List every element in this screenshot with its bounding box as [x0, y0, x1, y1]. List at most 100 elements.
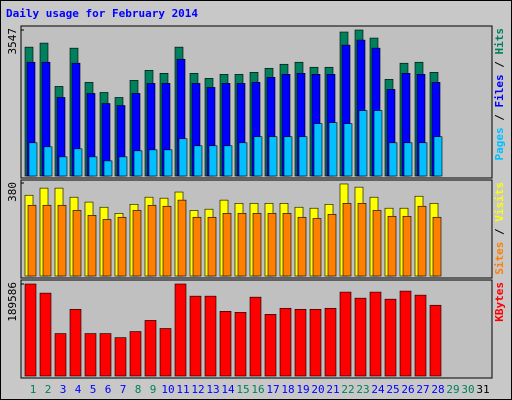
bar	[399, 290, 412, 377]
bar	[102, 219, 112, 277]
bar	[358, 110, 368, 177]
x-tick-label: 9	[150, 383, 157, 396]
bar	[103, 160, 113, 177]
bar	[267, 213, 277, 277]
x-tick-label: 26	[401, 383, 414, 396]
bar	[159, 328, 172, 377]
bar	[117, 216, 127, 277]
bar	[72, 210, 82, 277]
legend: Pages / Files / Hits	[493, 28, 506, 161]
x-tick-label: 18	[281, 383, 294, 396]
x-tick-label: 12	[191, 383, 204, 396]
legend-entry: Visits	[493, 182, 506, 222]
bar	[87, 215, 97, 277]
x-tick-label: 14	[221, 383, 235, 396]
bar	[58, 156, 68, 177]
y-tick-label: 3547	[6, 28, 19, 55]
bar	[372, 210, 382, 277]
bar	[27, 204, 37, 277]
x-tick-label: 29	[446, 383, 459, 396]
bar	[178, 138, 188, 177]
bar	[369, 291, 382, 377]
bar	[283, 136, 293, 177]
bar	[129, 331, 142, 377]
y-tick-label: 189586	[6, 282, 19, 322]
bar	[43, 146, 53, 177]
bar	[28, 142, 38, 177]
bar	[354, 297, 367, 377]
bar	[388, 142, 398, 177]
bar	[297, 216, 307, 277]
bar	[204, 295, 217, 377]
bar	[343, 123, 353, 177]
bar	[163, 149, 173, 177]
bar	[234, 312, 247, 377]
bar	[208, 145, 218, 177]
bar	[384, 298, 397, 377]
bar	[39, 292, 52, 377]
x-tick-label: 20	[311, 383, 324, 396]
bar	[118, 156, 128, 177]
bar	[253, 136, 263, 177]
bar	[237, 213, 247, 277]
legend-entry: Sites	[493, 242, 506, 275]
x-tick-label: 16	[251, 383, 264, 396]
x-tick-label: 7	[120, 383, 127, 396]
bar	[162, 205, 172, 277]
bar	[144, 320, 157, 377]
bar	[268, 136, 278, 177]
bar	[57, 204, 67, 277]
bar	[402, 215, 412, 277]
bar	[133, 150, 143, 177]
chart-title: Daily usage for February 2014	[6, 7, 198, 20]
bar	[298, 136, 308, 177]
bar	[192, 216, 202, 277]
bar	[339, 291, 352, 377]
bar	[223, 145, 233, 177]
bar	[147, 204, 157, 277]
bar	[69, 308, 82, 377]
x-tick-label: 11	[176, 383, 189, 396]
bar	[279, 307, 292, 377]
bar	[357, 203, 367, 277]
x-tick-label: 1	[30, 383, 37, 396]
x-tick-label: 23	[356, 383, 369, 396]
legend-separator: /	[493, 108, 506, 128]
bar	[418, 142, 428, 177]
bar	[282, 213, 292, 277]
bar	[238, 142, 248, 177]
bar	[324, 307, 337, 377]
bar	[148, 149, 158, 177]
bar	[193, 145, 203, 177]
bar	[429, 304, 442, 377]
bar	[387, 215, 397, 277]
x-tick-label: 28	[431, 383, 444, 396]
x-tick-label: 22	[341, 383, 354, 396]
bar	[54, 333, 67, 377]
legend: Sites / Visits	[493, 182, 506, 275]
bar	[313, 123, 323, 177]
x-tick-label: 6	[105, 383, 112, 396]
x-tick-label: 15	[236, 383, 249, 396]
bar	[432, 216, 442, 277]
x-tick-label: 17	[266, 383, 279, 396]
bar	[207, 216, 217, 277]
bar	[177, 199, 187, 277]
bar	[88, 156, 98, 177]
bar	[174, 283, 187, 377]
x-tick-label: 4	[75, 383, 82, 396]
x-tick-label: 25	[386, 383, 399, 396]
bar	[294, 308, 307, 377]
bar	[417, 205, 427, 277]
bar	[433, 136, 443, 177]
bar	[132, 210, 142, 277]
legend-entry: KBytes	[493, 282, 506, 322]
x-tick-label: 8	[135, 383, 142, 396]
bar	[114, 337, 127, 377]
legend-separator: /	[493, 222, 506, 242]
x-tick-label: 3	[60, 383, 67, 396]
bar	[219, 311, 232, 377]
legend-entry: Hits	[493, 28, 506, 55]
legend-entry: Files	[493, 74, 506, 107]
